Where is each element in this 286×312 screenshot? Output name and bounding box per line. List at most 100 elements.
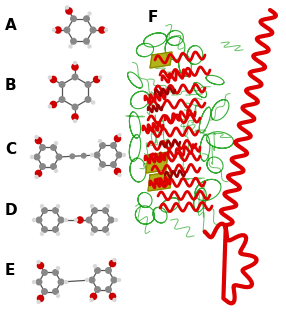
Circle shape <box>70 15 77 22</box>
Circle shape <box>59 81 65 88</box>
Circle shape <box>98 167 102 171</box>
Text: E: E <box>5 263 15 278</box>
Circle shape <box>35 137 42 144</box>
Polygon shape <box>148 172 172 191</box>
Circle shape <box>54 26 62 34</box>
Circle shape <box>64 218 68 222</box>
Circle shape <box>52 288 59 295</box>
Circle shape <box>32 280 36 284</box>
Circle shape <box>56 232 60 236</box>
Circle shape <box>39 163 46 170</box>
Circle shape <box>73 119 77 123</box>
Circle shape <box>89 298 94 302</box>
Text: B: B <box>5 78 17 93</box>
Circle shape <box>83 15 90 22</box>
Circle shape <box>65 5 69 10</box>
Circle shape <box>90 204 94 208</box>
Circle shape <box>110 161 117 168</box>
Circle shape <box>69 153 75 159</box>
Circle shape <box>94 152 100 158</box>
Circle shape <box>40 204 44 208</box>
Circle shape <box>72 104 78 110</box>
Circle shape <box>37 295 44 302</box>
Circle shape <box>109 260 116 267</box>
Circle shape <box>87 44 92 49</box>
Circle shape <box>104 28 108 32</box>
Circle shape <box>59 96 65 103</box>
Circle shape <box>52 207 59 214</box>
Circle shape <box>39 144 46 151</box>
Circle shape <box>35 170 42 177</box>
Text: A: A <box>5 18 17 33</box>
Circle shape <box>106 204 110 208</box>
Circle shape <box>36 300 41 304</box>
Circle shape <box>57 279 65 285</box>
Circle shape <box>65 7 73 15</box>
Circle shape <box>105 286 112 293</box>
Circle shape <box>50 163 57 170</box>
Circle shape <box>73 61 77 65</box>
Circle shape <box>91 207 98 214</box>
Circle shape <box>71 113 79 121</box>
Circle shape <box>114 135 121 142</box>
Circle shape <box>117 133 122 137</box>
Circle shape <box>35 217 43 223</box>
Circle shape <box>70 38 77 45</box>
Circle shape <box>91 100 96 105</box>
Circle shape <box>56 294 60 298</box>
Circle shape <box>63 27 71 33</box>
Circle shape <box>117 278 121 282</box>
Circle shape <box>86 217 92 223</box>
Circle shape <box>55 154 63 160</box>
Circle shape <box>54 169 58 173</box>
Circle shape <box>52 226 59 233</box>
Circle shape <box>50 144 57 151</box>
Text: F: F <box>148 10 158 25</box>
Circle shape <box>94 286 101 293</box>
Circle shape <box>72 74 78 80</box>
Circle shape <box>98 139 102 143</box>
Circle shape <box>88 276 96 284</box>
Circle shape <box>110 276 118 284</box>
Circle shape <box>41 226 48 233</box>
Circle shape <box>98 75 102 80</box>
Circle shape <box>122 153 126 157</box>
Circle shape <box>83 38 90 45</box>
Circle shape <box>35 279 43 285</box>
Circle shape <box>84 96 92 103</box>
Circle shape <box>87 11 92 16</box>
Circle shape <box>71 63 79 71</box>
Text: C: C <box>5 142 16 157</box>
Circle shape <box>102 226 109 233</box>
Circle shape <box>40 232 44 236</box>
Text: D: D <box>5 203 18 218</box>
Circle shape <box>34 175 39 179</box>
Polygon shape <box>150 52 172 68</box>
Circle shape <box>41 269 48 276</box>
Circle shape <box>74 218 78 222</box>
Circle shape <box>54 141 58 145</box>
Circle shape <box>99 161 106 168</box>
Polygon shape <box>146 152 168 173</box>
Circle shape <box>33 154 41 160</box>
Circle shape <box>90 293 97 300</box>
Circle shape <box>30 155 34 159</box>
Circle shape <box>109 293 116 300</box>
Circle shape <box>37 262 44 269</box>
Circle shape <box>117 173 122 177</box>
Circle shape <box>52 269 59 276</box>
Circle shape <box>41 288 48 295</box>
Circle shape <box>112 258 117 262</box>
Circle shape <box>56 266 60 270</box>
Circle shape <box>56 204 60 208</box>
Circle shape <box>102 207 109 214</box>
Circle shape <box>90 232 94 236</box>
Circle shape <box>49 101 57 108</box>
Circle shape <box>90 27 96 33</box>
Circle shape <box>68 44 73 49</box>
Circle shape <box>49 76 57 83</box>
Circle shape <box>106 232 110 236</box>
Circle shape <box>57 217 65 223</box>
Circle shape <box>93 76 100 83</box>
Circle shape <box>114 218 118 222</box>
